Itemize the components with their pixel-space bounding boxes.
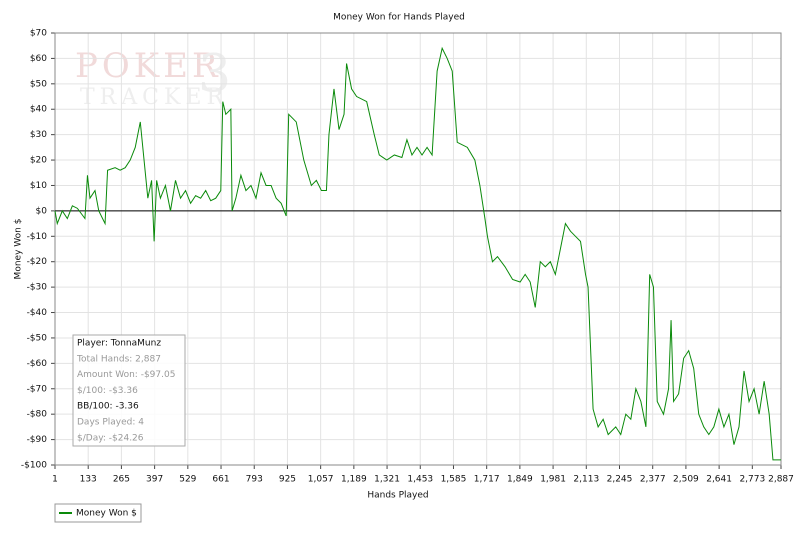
watermark: POKER — [75, 46, 222, 86]
chart-title: Money Won for Hands Played — [333, 13, 465, 23]
x-tick-label: 1,453 — [407, 475, 433, 485]
y-tick-label: $20 — [30, 156, 47, 166]
info-line: Days Played: 4 — [77, 418, 144, 428]
y-tick-label: $70 — [30, 29, 47, 39]
x-tick-label: 1,849 — [507, 475, 533, 485]
y-tick-label: $10 — [30, 181, 47, 191]
legend-label: Money Won $ — [76, 509, 137, 519]
x-tick-label: 2,509 — [673, 475, 699, 485]
y-axis-title: Money Won $ — [14, 219, 24, 280]
x-tick-label: 1 — [52, 475, 58, 485]
x-tick-label: 1,585 — [441, 475, 467, 485]
y-tick-label: -$20 — [27, 257, 48, 267]
x-tick-label: 2,641 — [706, 475, 732, 485]
x-tick-label: 529 — [179, 475, 196, 485]
x-tick-label: 2,773 — [739, 475, 765, 485]
y-tick-label: $50 — [30, 79, 47, 89]
x-tick-label: 2,377 — [640, 475, 666, 485]
x-tick-label: 2,887 — [768, 475, 794, 485]
info-box — [72, 334, 186, 447]
x-tick-label: 1,981 — [540, 475, 566, 485]
plot-border — [54, 32, 782, 466]
y-tick-label: -$90 — [27, 435, 48, 445]
info-line: BB/100: -3.36 — [77, 402, 139, 412]
x-tick-label: 2,245 — [607, 475, 633, 485]
y-tick-label: -$30 — [27, 283, 48, 293]
y-tick-label: -$50 — [27, 333, 48, 343]
y-tick-label: $40 — [30, 105, 47, 115]
y-tick-label: $60 — [30, 54, 47, 64]
watermark: TRACKER — [80, 85, 228, 110]
y-tick-label: $30 — [30, 130, 47, 140]
y-tick-label: -$70 — [27, 384, 48, 394]
x-tick-label: 793 — [246, 475, 263, 485]
x-tick-label: 1,717 — [474, 475, 500, 485]
x-tick-label: 133 — [80, 475, 97, 485]
info-line: Total Hands: 2,887 — [76, 354, 161, 364]
y-tick-label: -$10 — [27, 232, 48, 242]
y-tick-label: $0 — [36, 206, 48, 216]
data-line — [54, 46, 781, 461]
x-tick-label: 661 — [212, 475, 229, 485]
y-tick-label: -$40 — [27, 308, 48, 318]
x-tick-label: 397 — [146, 475, 163, 485]
info-line: $/Day: -$24.26 — [77, 433, 144, 443]
info-line: Player: TonnaMunz — [77, 339, 161, 349]
x-tick-label: 925 — [279, 475, 296, 485]
y-tick-label: -$100 — [21, 461, 47, 471]
x-tick-label: 1,189 — [341, 475, 367, 485]
y-tick-label: -$80 — [27, 410, 48, 420]
info-line: $/100: -$3.36 — [77, 386, 138, 396]
x-axis-title: Hands Played — [367, 491, 428, 501]
x-tick-label: 265 — [113, 475, 130, 485]
x-tick-label: 2,113 — [573, 475, 599, 485]
watermark: 3 — [198, 45, 231, 105]
x-tick-label: 1,057 — [308, 475, 334, 485]
y-tick-label: -$60 — [27, 359, 48, 369]
legend-box — [54, 503, 142, 523]
x-tick-label: 1,321 — [374, 475, 400, 485]
info-line: Amount Won: -$97.05 — [77, 370, 175, 380]
